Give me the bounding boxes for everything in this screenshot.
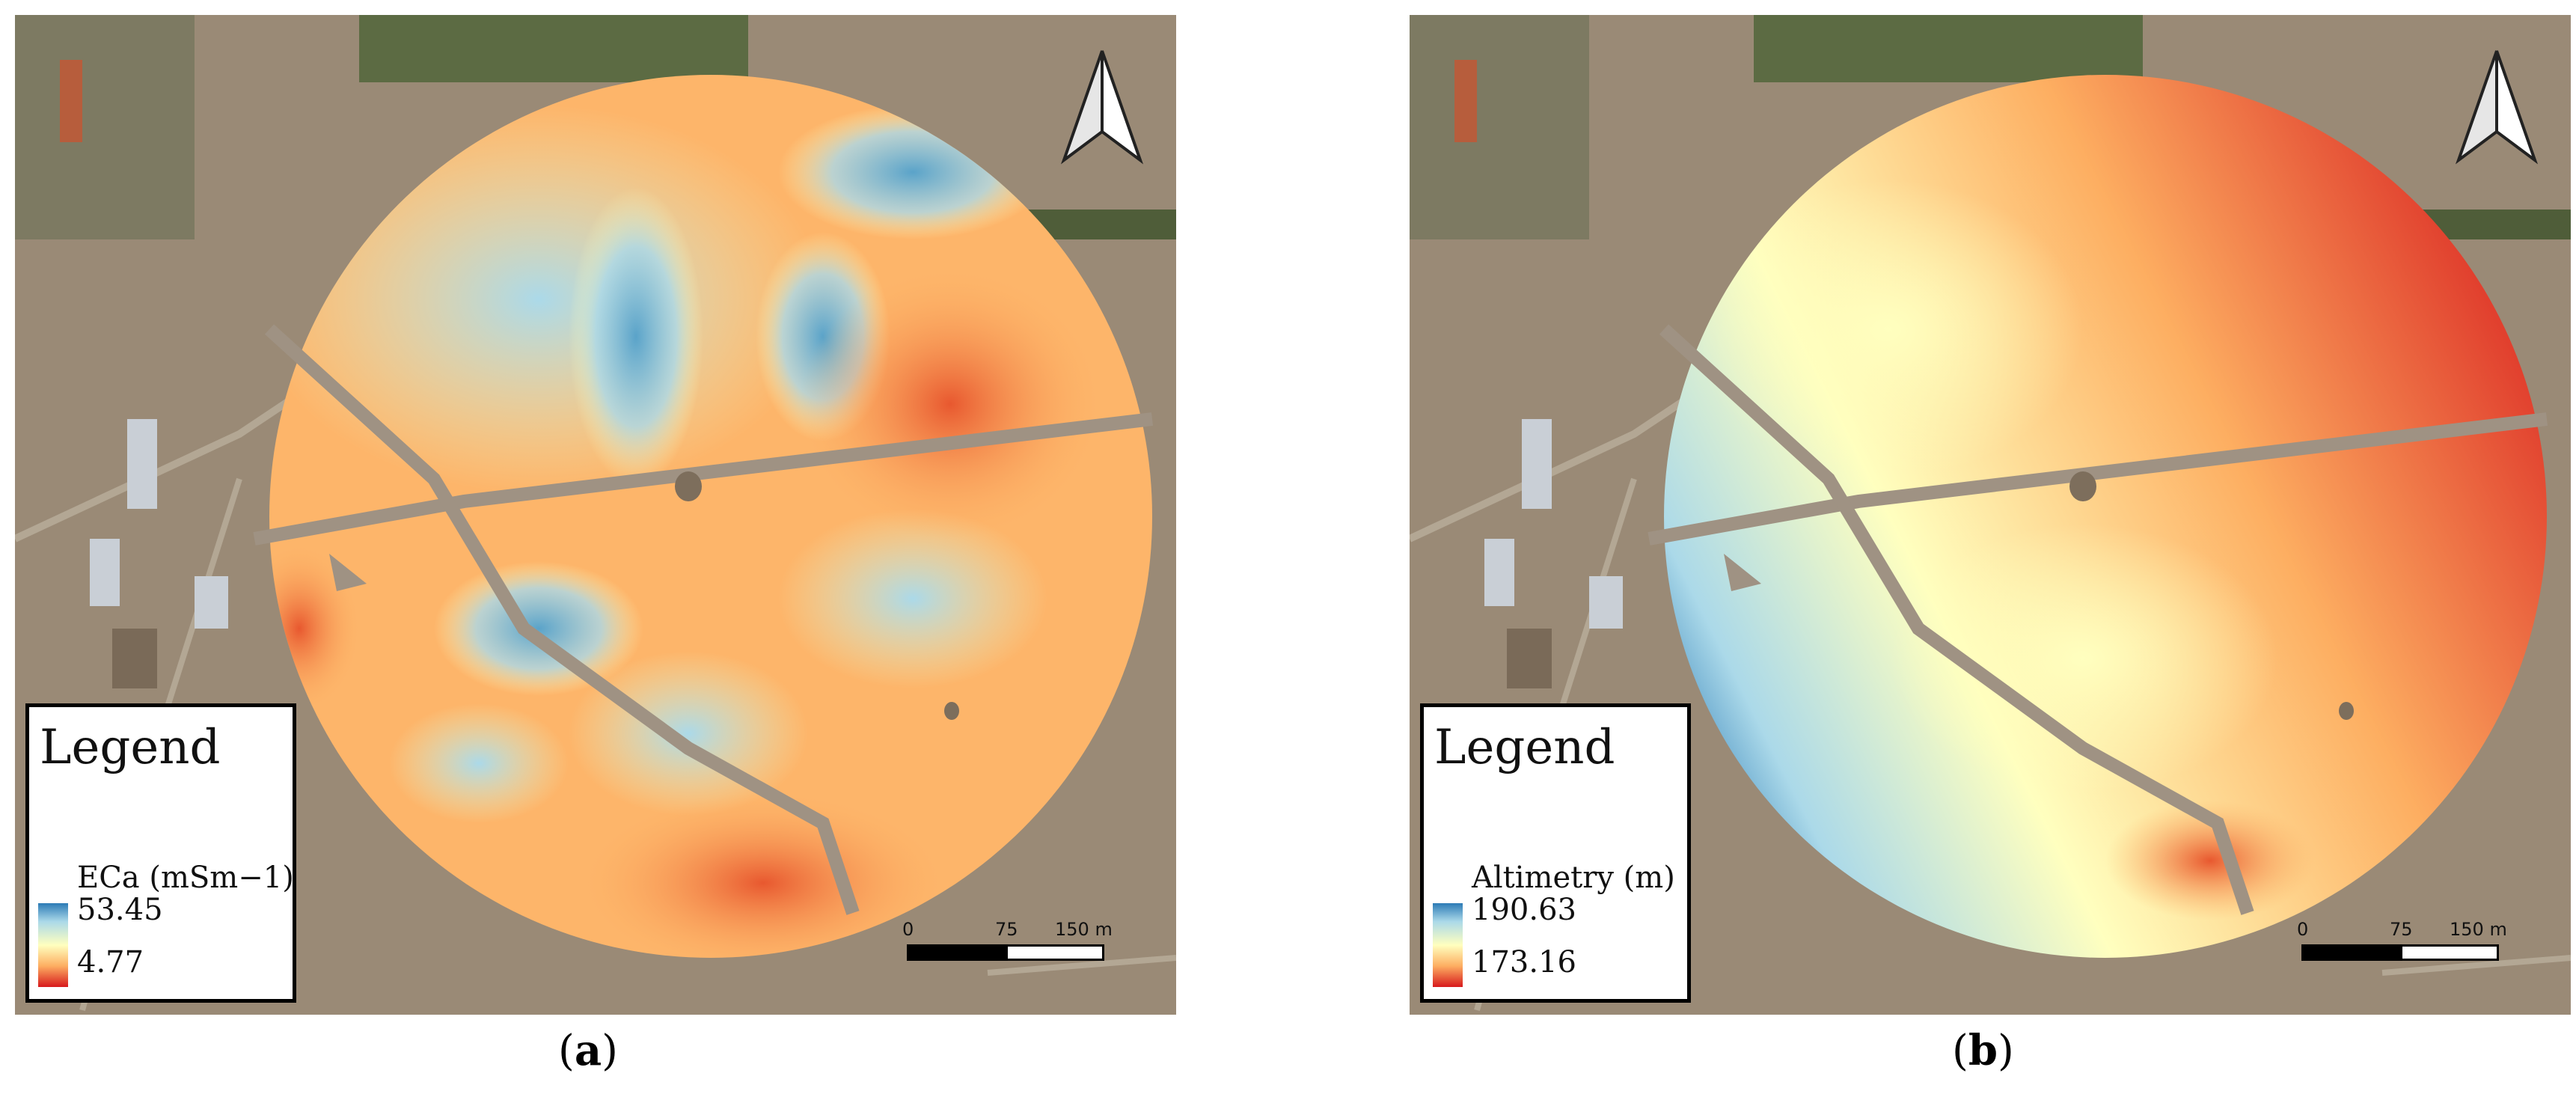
scale-bar: 0 75 150 m	[895, 919, 1113, 964]
legend-color-ramp	[1433, 903, 1463, 987]
north-arrow-icon	[1060, 50, 1144, 165]
scale-label-end: 150 m	[2450, 919, 2507, 940]
farm-area-topleft	[15, 15, 195, 239]
scale-label-start: 0	[902, 919, 914, 940]
legend-min-value: 173.16	[1472, 945, 1576, 980]
farm-area-topleft	[1410, 15, 1589, 239]
map-panel-a: Legend ECa (mSm−1) 53.45 4.77 0 75 150 m	[15, 15, 1176, 1015]
scale-bar-white-segment	[2400, 944, 2499, 961]
field-patch	[1724, 554, 1761, 591]
scale-bar-graphic	[2301, 944, 2499, 961]
farm-buildings-left	[1454, 60, 1623, 688]
caption-a: (a)	[558, 1026, 619, 1075]
scale-bar-graphic	[907, 944, 1104, 961]
caption-b: (b)	[1952, 1026, 2014, 1075]
caption-letter: b	[1968, 1026, 1998, 1075]
scale-bar-black-segment	[907, 944, 1006, 961]
north-arrow-icon	[2455, 50, 2539, 165]
scale-label-mid: 75	[2390, 919, 2413, 940]
legend-max-value: 53.45	[77, 893, 163, 927]
legend-max-value: 190.63	[1472, 893, 1576, 927]
field-road-diagonal	[1659, 324, 2254, 915]
legend-title: Legend	[40, 720, 221, 775]
map-canvas-a	[15, 15, 1176, 1015]
scale-bar: 0 75 150 m	[2289, 919, 2507, 964]
field-patch	[329, 554, 367, 591]
legend-title: Legend	[1434, 720, 1615, 775]
field-road-east-west	[253, 412, 1154, 546]
scale-label-end: 150 m	[1055, 919, 1113, 940]
legend-field-label: Altimetry (m)	[1472, 861, 1675, 895]
dirt-road-bottom	[2381, 955, 2571, 976]
scale-label-mid: 75	[995, 919, 1018, 940]
legend-box: Legend ECa (mSm−1) 53.45 4.77	[25, 703, 296, 1003]
legend-color-ramp	[38, 903, 68, 987]
farm-buildings-left	[60, 60, 228, 688]
caption-letter: a	[574, 1026, 602, 1075]
altimetry-raster	[1664, 75, 2547, 958]
legend-min-value: 4.77	[77, 945, 144, 980]
field-patch	[2069, 471, 2096, 501]
field-road-east-west	[1648, 412, 2548, 546]
legend-box: Legend Altimetry (m) 190.63 173.16	[1420, 703, 1691, 1003]
scale-bar-black-segment	[2301, 944, 2400, 961]
scale-label-start: 0	[2297, 919, 2309, 940]
field-road-diagonal	[264, 324, 860, 915]
field-patch	[675, 471, 702, 501]
field-patch	[944, 702, 959, 720]
map-panel-b: Legend Altimetry (m) 190.63 173.16 0 75 …	[1410, 15, 2571, 1015]
dirt-road-bottom	[987, 955, 1176, 976]
crop-field-top	[359, 15, 748, 82]
scale-bar-white-segment	[1006, 944, 1104, 961]
legend-field-label: ECa (mSm−1)	[77, 861, 294, 895]
crop-field-top	[1754, 15, 2143, 82]
field-patch	[2339, 702, 2354, 720]
